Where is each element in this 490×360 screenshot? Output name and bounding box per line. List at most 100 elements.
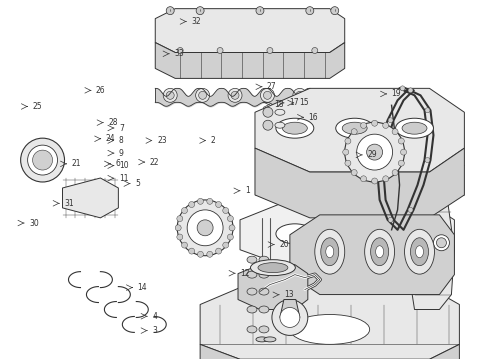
Circle shape [261, 88, 274, 102]
Circle shape [163, 88, 177, 102]
Ellipse shape [259, 288, 269, 295]
Circle shape [198, 91, 207, 99]
Circle shape [383, 176, 389, 182]
Circle shape [296, 91, 304, 99]
Polygon shape [255, 148, 465, 218]
Ellipse shape [247, 256, 257, 263]
Circle shape [351, 170, 357, 176]
Ellipse shape [376, 246, 384, 258]
Circle shape [227, 216, 233, 222]
Ellipse shape [259, 306, 269, 313]
Circle shape [21, 138, 65, 182]
Circle shape [400, 149, 407, 155]
Circle shape [223, 242, 229, 248]
Polygon shape [238, 265, 308, 310]
Text: 20: 20 [279, 240, 289, 249]
Ellipse shape [259, 271, 269, 278]
Ellipse shape [247, 326, 257, 333]
Ellipse shape [402, 122, 427, 134]
Circle shape [388, 118, 393, 123]
Polygon shape [408, 165, 454, 310]
Circle shape [351, 129, 357, 135]
Text: 15: 15 [299, 98, 308, 107]
Circle shape [175, 225, 181, 231]
Polygon shape [240, 198, 454, 270]
Text: 29: 29 [367, 150, 377, 159]
Text: 27: 27 [267, 82, 277, 91]
Circle shape [196, 88, 210, 102]
Circle shape [263, 107, 273, 117]
Circle shape [306, 7, 314, 15]
Text: 10: 10 [119, 161, 128, 170]
Circle shape [33, 150, 52, 170]
Ellipse shape [326, 246, 334, 258]
Circle shape [388, 217, 393, 222]
Text: 9: 9 [119, 149, 124, 158]
Text: 11: 11 [119, 174, 128, 183]
Ellipse shape [259, 256, 269, 263]
Ellipse shape [247, 271, 257, 278]
Text: 13: 13 [284, 290, 294, 299]
Polygon shape [155, 42, 345, 78]
Polygon shape [200, 345, 460, 360]
Circle shape [361, 122, 367, 129]
Circle shape [177, 200, 233, 256]
Circle shape [177, 216, 183, 222]
Ellipse shape [264, 337, 276, 342]
Ellipse shape [395, 118, 434, 138]
Text: 32: 32 [191, 17, 201, 26]
Ellipse shape [258, 263, 288, 273]
Text: 5: 5 [135, 179, 140, 188]
Circle shape [371, 178, 378, 184]
Circle shape [371, 120, 378, 126]
Circle shape [263, 120, 273, 130]
Ellipse shape [275, 122, 285, 128]
Ellipse shape [275, 109, 285, 115]
Circle shape [392, 129, 398, 135]
Circle shape [293, 88, 307, 102]
Text: 12: 12 [240, 269, 249, 278]
Circle shape [207, 251, 213, 257]
Circle shape [367, 144, 383, 160]
Ellipse shape [405, 229, 435, 274]
Text: 8: 8 [119, 136, 123, 145]
Circle shape [343, 149, 349, 155]
Polygon shape [280, 300, 300, 318]
Ellipse shape [395, 224, 434, 244]
Polygon shape [63, 178, 119, 218]
Ellipse shape [256, 337, 268, 342]
Ellipse shape [342, 122, 367, 134]
Circle shape [227, 234, 233, 240]
Ellipse shape [365, 229, 394, 274]
Text: 18: 18 [274, 100, 284, 109]
Circle shape [408, 207, 413, 212]
Ellipse shape [247, 306, 257, 313]
Ellipse shape [276, 224, 314, 244]
Circle shape [187, 210, 223, 246]
Circle shape [166, 91, 174, 99]
Circle shape [361, 176, 367, 182]
Text: 4: 4 [152, 312, 157, 321]
Ellipse shape [250, 260, 295, 276]
Circle shape [345, 122, 405, 182]
Text: 28: 28 [108, 118, 118, 127]
Text: 7: 7 [119, 123, 124, 132]
Ellipse shape [259, 326, 269, 333]
Text: 14: 14 [138, 283, 147, 292]
Ellipse shape [321, 238, 339, 266]
Ellipse shape [370, 238, 389, 266]
Ellipse shape [290, 315, 369, 345]
Circle shape [400, 86, 405, 91]
Text: 16: 16 [309, 113, 318, 122]
Circle shape [217, 48, 223, 54]
Circle shape [223, 207, 229, 213]
Ellipse shape [336, 224, 374, 244]
Ellipse shape [416, 246, 423, 258]
Circle shape [189, 202, 195, 207]
Text: 23: 23 [157, 136, 167, 145]
Circle shape [398, 160, 404, 166]
Circle shape [181, 242, 188, 248]
Circle shape [398, 138, 404, 144]
Ellipse shape [411, 238, 428, 266]
Circle shape [437, 238, 446, 248]
